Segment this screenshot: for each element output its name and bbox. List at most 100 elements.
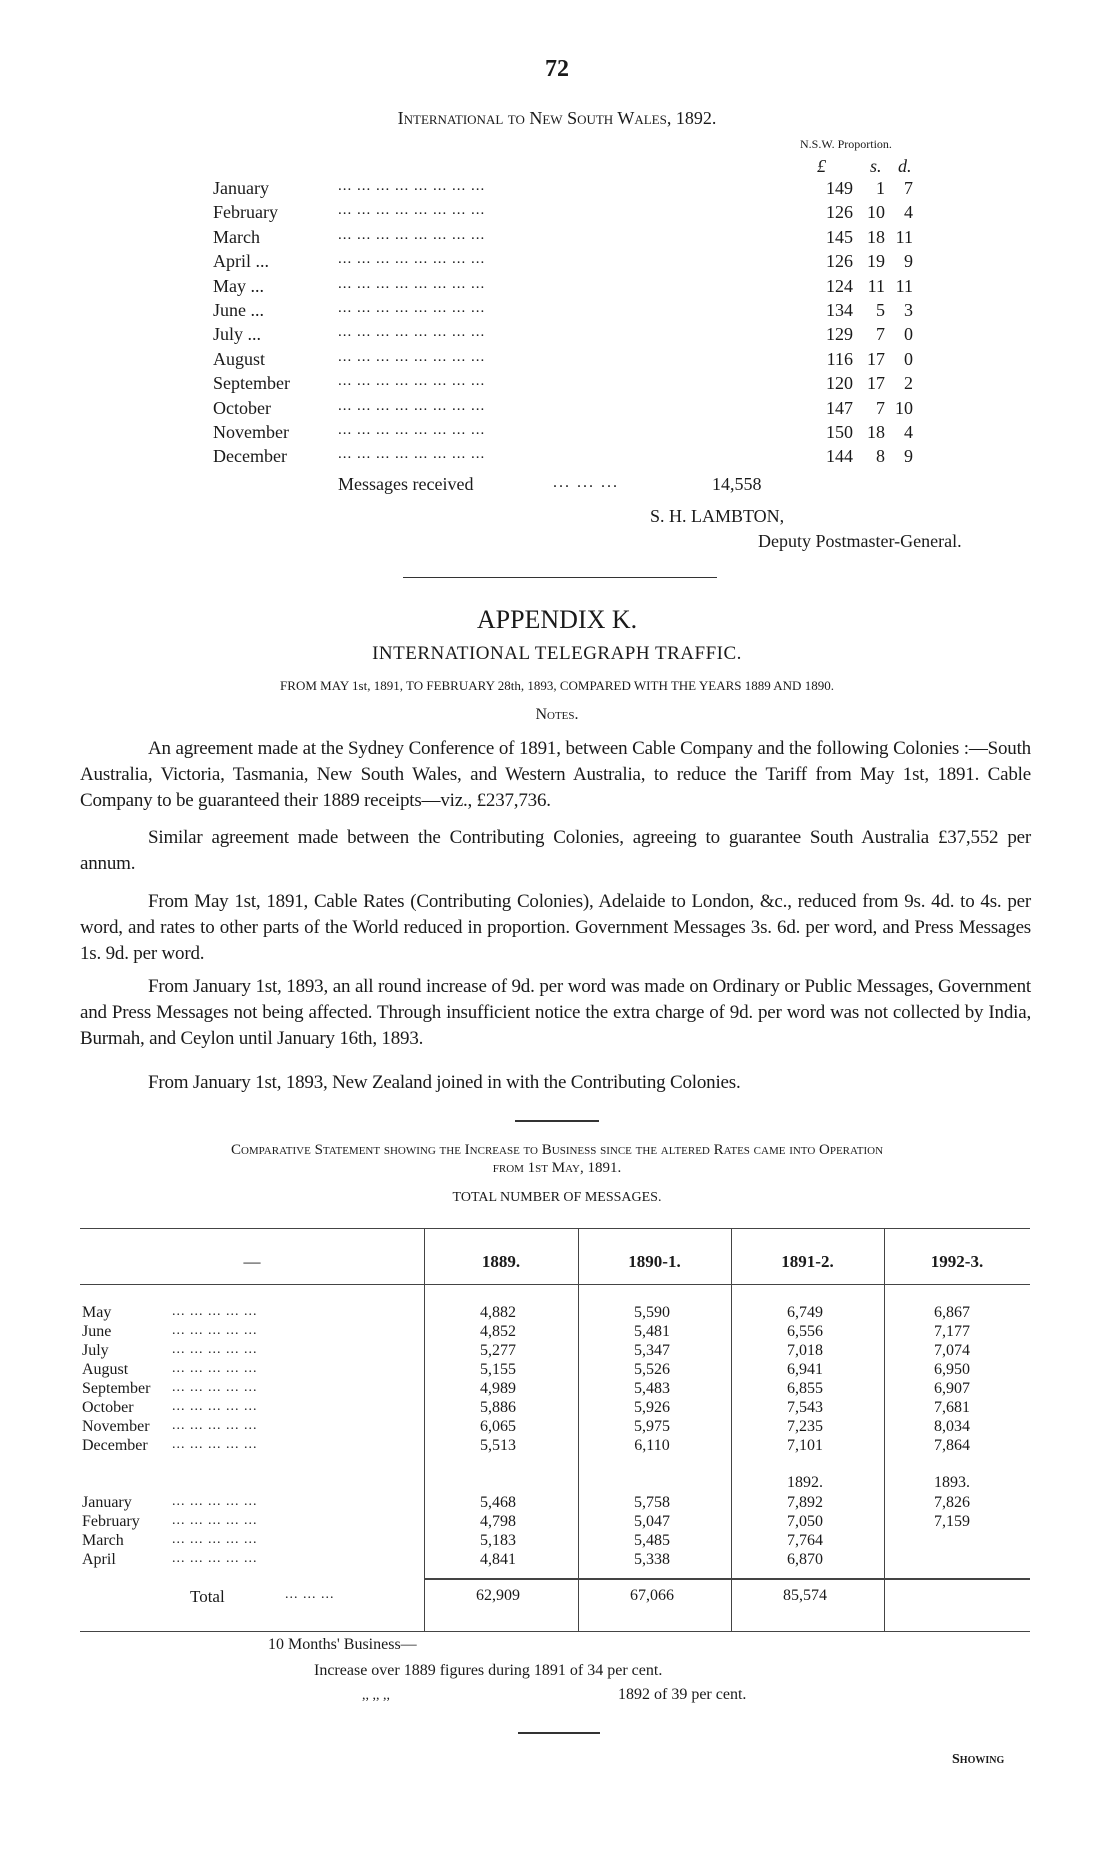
table-top-rule	[80, 1228, 1030, 1229]
cell-value: 5,481	[634, 1323, 670, 1340]
month-label: December	[82, 1437, 148, 1454]
leader-dots: ... ... ... ... ...	[172, 1399, 258, 1414]
cell-value: 5,047	[634, 1513, 670, 1530]
cell-value: 6,749	[787, 1304, 823, 1321]
leader-dots: ... ... ... ... ... ... ... ...	[338, 324, 486, 341]
shillings-value: 18	[867, 422, 885, 442]
leader-dots: ... ... ... ... ... ... ... ...	[338, 251, 486, 268]
messages-received-label: Messages received	[338, 474, 474, 494]
month-label: September	[213, 373, 290, 394]
cell-value: 4,841	[480, 1551, 516, 1568]
table-row: January ... ... ... ... ... 5,468 5,758 7,89…	[80, 1494, 1030, 1513]
table-row: November ... ... ... ... ... 6,065 5,975 7,2…	[80, 1418, 1030, 1437]
cell-value: 7,892	[787, 1494, 823, 1511]
table-row: June ... ... ... ... ... 4,852 5,481 6,556 7,…	[80, 1323, 1030, 1342]
shillings-value: 8	[876, 446, 885, 467]
section-divider	[515, 1120, 599, 1122]
cell-value: 5,513	[480, 1437, 516, 1454]
column-divider	[884, 1228, 885, 1631]
leader-dots: ... ... ... ... ... ... ... ...	[338, 178, 486, 194]
cell-value: 6,950	[934, 1361, 970, 1378]
leader-dots: ... ... ... ... ...	[172, 1551, 258, 1566]
leader-dots: ... ... ... ... ...	[172, 1342, 258, 1357]
nsw-row: October ... ... ... ... ... ... ... ... 14…	[213, 398, 933, 422]
cell-value: 6,855	[787, 1380, 823, 1397]
pounds-value: 126	[826, 251, 853, 272]
column-divider	[578, 1228, 579, 1631]
nsw-row: January ... ... ... ... ... ... ... ... 14…	[213, 178, 933, 202]
month-label: March	[82, 1532, 124, 1549]
proportion-header: N.S.W. Proportion.	[800, 137, 892, 151]
month-label: February	[82, 1513, 140, 1530]
leader-dots: ... ... ... ... ...	[172, 1418, 258, 1433]
cell-value: 6,065	[480, 1418, 516, 1435]
pounds-value: 120	[826, 373, 853, 394]
pence-value: 4	[904, 422, 913, 442]
cell-value: 6,941	[787, 1361, 823, 1378]
shillings-value: 19	[867, 251, 885, 272]
unit-shillings: s.	[870, 156, 882, 176]
cell-value: 7,864	[934, 1437, 970, 1454]
leader-dots: ... ... ... ... ...	[172, 1437, 258, 1452]
table-title: TOTAL NUMBER OF MESSAGES.	[452, 1190, 662, 1205]
month-label: September	[82, 1380, 151, 1397]
column-header: 1891-2.	[781, 1252, 834, 1271]
summary-heading: 10 Months' Business—	[268, 1636, 417, 1653]
cell-value: 4,882	[480, 1304, 516, 1321]
cell-value: 7,074	[934, 1342, 970, 1359]
leader-dots: ... ... ... ... ... ... ... ...	[338, 446, 486, 463]
month-label: June ...	[213, 300, 264, 320]
nsw-row: April ... ... ... ... ... ... ... ... ...…	[213, 251, 933, 275]
column-header: 1992-3.	[930, 1252, 984, 1271]
shillings-value: 1	[876, 178, 885, 198]
pounds-value: 116	[826, 348, 853, 369]
leader-dots: ... ... ... ... ... ... ... ...	[338, 300, 486, 316]
shillings-value: 11	[867, 275, 885, 296]
nsw-row: February ... ... ... ... ... ... ... ... 1…	[213, 202, 933, 226]
pounds-value: 149	[826, 178, 853, 198]
cell-value: 5,590	[634, 1304, 670, 1321]
total-value: 67,066	[630, 1587, 674, 1604]
cell-value: 5,485	[634, 1532, 670, 1549]
page-number: 72	[545, 56, 569, 82]
table-total-rule	[424, 1578, 1030, 1580]
cell-value: 5,183	[480, 1532, 516, 1549]
cell-value: 7,826	[934, 1494, 970, 1511]
column-header: 1889.	[481, 1252, 521, 1271]
cell-value: 6,870	[787, 1551, 823, 1568]
cell-value: 5,338	[634, 1551, 670, 1568]
cell-value: 5,886	[480, 1399, 516, 1416]
leader-dots: ... ... ... ... ... ... ... ...	[338, 226, 486, 243]
shillings-value: 5	[876, 300, 885, 320]
leader-dots: ... ... ... ... ...	[172, 1513, 258, 1528]
table-row: December ... ... ... ... ... 5,513 6,110 7,1…	[80, 1437, 1030, 1456]
month-label: May	[82, 1304, 112, 1321]
leader-dots: ... ... ...	[553, 474, 619, 491]
cell-value: 7,018	[787, 1342, 823, 1359]
table-row: March ... ... ... ... ... 5,183 5,485 7,764	[80, 1532, 1030, 1551]
cell-value: 6,110	[634, 1437, 670, 1454]
table-row: May ... ... ... ... ... 4,882 5,590 6,749 6,8…	[80, 1304, 1030, 1323]
pence-value: 7	[904, 178, 913, 198]
shillings-value: 18	[867, 226, 885, 247]
total-value: 62,909	[476, 1587, 520, 1604]
cell-value: 7,177	[934, 1323, 970, 1340]
cell-value: 5,155	[480, 1361, 516, 1378]
month-label: April	[82, 1551, 116, 1568]
nsw-row: July ... ... ... ... ... ... ... ... ... 1…	[213, 324, 933, 348]
month-label: January	[213, 178, 269, 198]
pounds-value: 144	[826, 446, 853, 467]
nsw-table-title: International to New South Wales, 1892.	[397, 108, 717, 128]
cell-value: 5,468	[480, 1494, 516, 1511]
month-label: July ...	[213, 324, 262, 345]
notes-heading: Notes.	[535, 706, 579, 723]
shillings-value: 7	[876, 324, 885, 345]
note-paragraph: An agreement made at the Sydney Conferen…	[80, 738, 1031, 811]
cell-value: 5,926	[634, 1399, 670, 1416]
month-label: January	[82, 1494, 132, 1511]
pounds-value: 126	[826, 202, 853, 223]
cell-value: 5,347	[634, 1342, 670, 1359]
leader-dots: ... ... ... ... ...	[172, 1380, 258, 1395]
pence-value: 11	[895, 226, 913, 247]
pence-value: 11	[895, 275, 913, 296]
